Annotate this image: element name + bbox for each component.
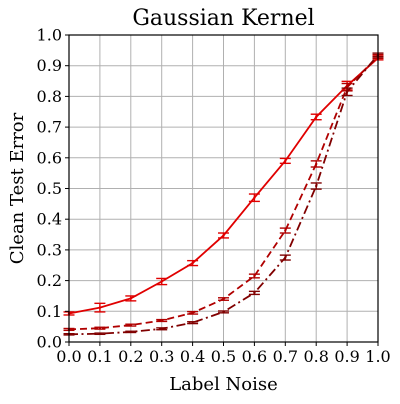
grid: [68, 34, 379, 343]
y-tick-label: 1.0: [37, 26, 62, 45]
y-tick-label: 0.9: [37, 56, 62, 75]
data-point: [191, 261, 194, 265]
data-point: [98, 306, 102, 309]
data-point: [129, 297, 132, 300]
data-point: [222, 297, 225, 301]
data-point: [98, 326, 102, 330]
y-tick-label: 0.6: [37, 148, 62, 167]
y-tick-label: 0.4: [37, 210, 62, 229]
data-point: [191, 321, 194, 324]
data-point: [222, 234, 225, 237]
y-tick-label: 0.0: [37, 333, 62, 352]
y-tick-label: 0.7: [37, 118, 62, 137]
x-axis-label: Label Noise: [169, 374, 278, 395]
x-tick-label: 0.1: [87, 347, 112, 366]
chart-title: Gaussian Kernel: [132, 6, 314, 31]
x-tick-label: 0.4: [180, 347, 205, 366]
x-tick-label: 0.2: [118, 347, 143, 366]
data-point: [315, 184, 318, 188]
data-point: [253, 196, 256, 199]
data-point: [253, 291, 256, 295]
x-tick-label: 0.7: [273, 347, 298, 366]
x-tick-label: 0.6: [242, 347, 267, 366]
data-point: [345, 90, 349, 93]
data-point: [191, 311, 194, 315]
x-tick-label: 0.9: [334, 347, 359, 366]
data-point: [160, 327, 163, 330]
x-tick-label: 0.0: [56, 347, 81, 366]
ticks: 0.0 0.1 0.2 0.3 0.4 0.5 0.6 0.7 0.8 0.9 1.0 0.0 0.1 0…: [37, 26, 391, 367]
data-point: [129, 330, 132, 334]
data-point: [222, 310, 225, 314]
data-point: [284, 229, 287, 232]
y-tick-label: 0.1: [37, 302, 62, 321]
data-point: [315, 115, 318, 119]
data-point: [284, 159, 287, 163]
data-point: [284, 256, 287, 259]
data-point: [98, 332, 102, 335]
data-point: [160, 319, 163, 322]
x-tick-label: 1.0: [365, 347, 390, 366]
y-tick-label: 0.5: [37, 179, 62, 198]
data-point: [253, 274, 256, 278]
x-tick-label: 0.3: [149, 347, 174, 366]
y-axis-label: Clean Test Error: [7, 112, 28, 264]
y-tick-label: 0.3: [37, 240, 62, 259]
data-point: [129, 323, 132, 327]
x-tick-label: 0.5: [211, 347, 236, 366]
y-tick-label: 0.8: [37, 87, 62, 106]
y-tick-label: 0.2: [37, 271, 62, 290]
x-tick-label: 0.8: [303, 347, 328, 366]
data-point: [315, 162, 318, 166]
data-point: [160, 280, 163, 283]
